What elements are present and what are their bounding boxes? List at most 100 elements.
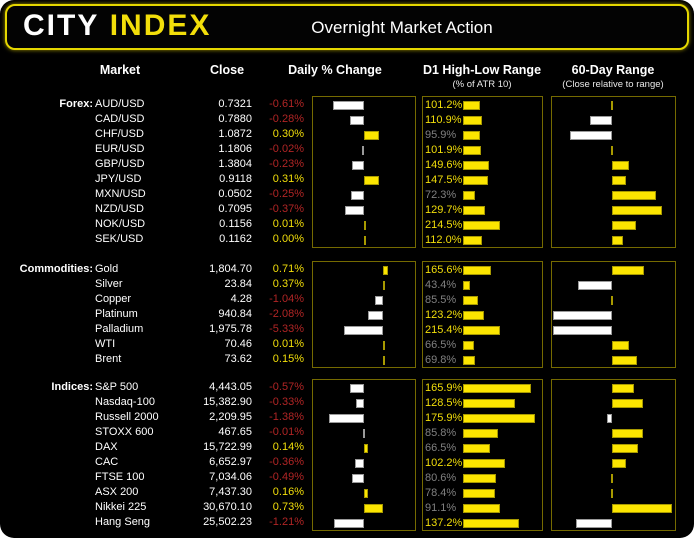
market-name: GBP/USD <box>95 158 145 170</box>
close-value: 70.46 <box>224 338 252 350</box>
header-bar: CITY INDEX Overnight Market Action <box>5 4 689 50</box>
atr-range-bar <box>463 296 478 305</box>
atr-range-value: 80.6% <box>425 472 457 484</box>
close-value: 4.28 <box>230 293 252 305</box>
close-value: 940.84 <box>218 308 252 320</box>
column-header-60day-range: 60-Day Range <box>571 63 655 77</box>
atr-range-value: 214.5% <box>425 219 463 231</box>
atr-range-bar <box>463 474 496 483</box>
atr-range-value: 149.6% <box>425 159 463 171</box>
atr-range-bar <box>463 266 492 275</box>
daily-change-bar <box>333 519 365 528</box>
sixty-day-range-bar <box>612 356 638 365</box>
daily-change-value: -0.02% <box>269 143 304 155</box>
page-title: Overnight Market Action <box>311 18 493 37</box>
market-name: CHF/USD <box>95 128 144 140</box>
daily-change-value: 0.16% <box>272 486 304 498</box>
daily-change-value: -0.01% <box>269 426 304 438</box>
daily-change-bar <box>363 236 366 245</box>
market-name: CAC <box>95 456 119 468</box>
market-name: Copper <box>95 293 132 305</box>
daily-change-value: -0.23% <box>269 158 304 170</box>
atr-range-value: 112.0% <box>425 234 462 246</box>
daily-change-bar <box>333 101 364 110</box>
sixty-day-range-bar <box>612 384 634 393</box>
market-name: NOK/USD <box>95 218 146 230</box>
sixty-day-range-bar <box>612 459 627 468</box>
atr-range-bar <box>463 356 475 365</box>
market-name: AUD/USD <box>95 98 145 110</box>
market-name: EUR/USD <box>95 143 145 155</box>
atr-range-bar <box>463 161 489 170</box>
daily-change-value: -5.33% <box>269 323 304 335</box>
daily-change-value: 0.73% <box>272 501 304 513</box>
atr-range-value: 72.3% <box>425 189 457 201</box>
atr-range-value: 66.5% <box>425 442 457 454</box>
daily-change-value: 0.37% <box>272 278 304 290</box>
close-value: 7,437.30 <box>209 486 252 498</box>
daily-change-panel <box>312 261 416 368</box>
sixty-day-range-bar <box>570 131 612 140</box>
close-value: 0.7880 <box>218 113 252 125</box>
market-name: Hang Seng <box>95 516 151 528</box>
market-name: Russell 2000 <box>95 411 159 423</box>
daily-change-bar <box>355 459 365 468</box>
atr-range-panel: 101.2% 110.9% 95.9% 101.9% 149.6% 147.5% 72.3%… <box>422 96 543 248</box>
market-name: ASX 200 <box>95 486 139 498</box>
close-value: 30,670.10 <box>203 501 252 513</box>
close-value: 467.65 <box>218 426 252 438</box>
atr-range-value: 95.9% <box>425 129 457 141</box>
atr-range-value: 110.9% <box>425 114 462 126</box>
atr-range-bar <box>463 519 519 528</box>
daily-change-bar <box>355 399 365 408</box>
daily-change-bar <box>364 504 383 513</box>
atr-range-bar <box>463 221 500 230</box>
market-name: Nasdaq-100 <box>95 396 155 408</box>
column-subheader-60day: (Close relative to range) <box>562 79 664 90</box>
atr-range-value: 43.4% <box>425 279 457 291</box>
close-value: 23.84 <box>224 278 252 290</box>
column-header-d1-range: D1 High-Low Range <box>422 63 542 77</box>
sixty-day-range-bar <box>612 429 644 438</box>
atr-range-value: 147.5% <box>425 174 463 186</box>
atr-range-bar <box>463 384 531 393</box>
sixty-day-range-bar <box>612 236 623 245</box>
daily-change-bar <box>349 384 365 393</box>
atr-range-panel: 165.9% 128.5% 175.9% 85.8% 66.5% 102.2% 80.6% 7… <box>422 379 543 531</box>
atr-range-value: 102.2% <box>425 457 463 469</box>
daily-change-bar <box>363 221 366 230</box>
close-value: 1,804.70 <box>209 263 252 275</box>
sixty-day-range-bar <box>553 311 612 320</box>
sixty-day-range-panel <box>551 261 676 368</box>
market-name: Gold <box>95 263 119 275</box>
atr-range-bar <box>463 429 498 438</box>
column-header-daily-change: Daily % Change <box>288 63 382 77</box>
daily-change-value: -1.38% <box>269 411 304 423</box>
sixty-day-range-bar <box>612 504 672 513</box>
market-name: STOXX 600 <box>95 426 154 438</box>
daily-change-bar <box>382 356 385 365</box>
sixty-day-range-bar <box>612 221 636 230</box>
atr-range-value: 101.2% <box>425 99 463 111</box>
close-value: 0.7095 <box>218 203 252 215</box>
daily-change-panel <box>312 379 416 531</box>
sixty-day-range-panel <box>551 379 676 531</box>
close-value: 7,034.06 <box>209 471 252 483</box>
atr-range-bar <box>463 176 489 185</box>
close-value: 2,209.95 <box>209 411 252 423</box>
daily-change-bar <box>362 429 365 438</box>
section-label: Indices: <box>51 381 93 393</box>
atr-range-value: 165.9% <box>425 382 463 394</box>
daily-change-value: -0.49% <box>269 471 304 483</box>
daily-change-bar <box>349 116 364 125</box>
sixty-day-range-tick <box>610 101 613 110</box>
close-value: 1.0872 <box>218 128 252 140</box>
atr-range-bar <box>463 504 501 513</box>
close-value: 4,443.05 <box>209 381 252 393</box>
atr-range-value: 78.4% <box>425 487 457 499</box>
sixty-day-range-bar <box>553 326 612 335</box>
daily-change-bar <box>351 191 364 200</box>
atr-range-value: 215.4% <box>425 324 463 336</box>
atr-range-value: 137.2% <box>425 517 463 529</box>
